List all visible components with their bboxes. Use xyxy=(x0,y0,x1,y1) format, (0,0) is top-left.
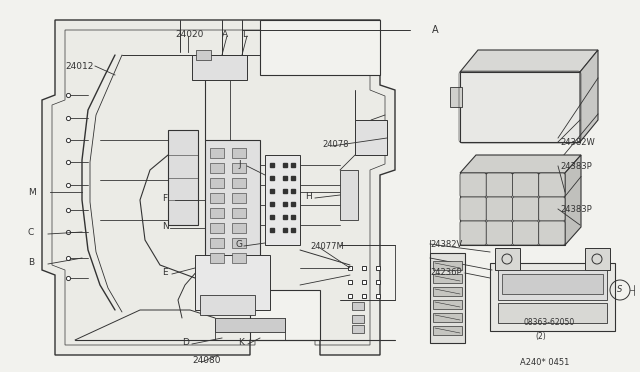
Polygon shape xyxy=(460,155,581,173)
Polygon shape xyxy=(580,50,598,142)
Text: A: A xyxy=(222,30,228,39)
Text: G: G xyxy=(236,240,243,249)
Bar xyxy=(215,318,285,332)
Bar xyxy=(585,248,610,270)
Bar xyxy=(210,148,224,158)
Polygon shape xyxy=(260,20,380,75)
Bar xyxy=(210,193,224,203)
FancyBboxPatch shape xyxy=(513,173,539,197)
Text: E: E xyxy=(162,268,168,277)
Bar xyxy=(498,303,607,323)
Bar xyxy=(355,120,387,155)
Bar xyxy=(232,148,246,158)
FancyBboxPatch shape xyxy=(539,197,565,221)
Bar xyxy=(433,300,462,309)
Text: K: K xyxy=(238,338,244,347)
Polygon shape xyxy=(565,155,581,245)
FancyBboxPatch shape xyxy=(539,221,565,245)
FancyBboxPatch shape xyxy=(460,221,486,245)
Bar xyxy=(502,274,603,294)
FancyBboxPatch shape xyxy=(539,173,565,197)
Bar xyxy=(210,238,224,248)
Text: 24383P: 24383P xyxy=(560,162,592,171)
Bar xyxy=(490,263,615,331)
Text: (2): (2) xyxy=(535,332,546,341)
Bar xyxy=(450,87,462,107)
Text: B: B xyxy=(28,258,34,267)
FancyBboxPatch shape xyxy=(460,197,486,221)
Bar xyxy=(232,238,246,248)
Text: A: A xyxy=(432,25,438,35)
Text: L: L xyxy=(242,30,247,39)
Bar xyxy=(433,261,462,270)
Bar xyxy=(200,295,255,315)
Text: 24020: 24020 xyxy=(175,30,204,39)
Bar xyxy=(196,50,211,60)
Text: 24077M: 24077M xyxy=(310,242,344,251)
Bar xyxy=(232,253,246,263)
Text: 24012: 24012 xyxy=(65,62,93,71)
Text: N: N xyxy=(162,222,169,231)
Text: 24078: 24078 xyxy=(322,140,349,149)
Text: F: F xyxy=(162,194,167,203)
Bar xyxy=(232,163,246,173)
Polygon shape xyxy=(250,290,320,340)
Bar xyxy=(168,130,198,225)
Bar xyxy=(352,315,364,323)
FancyBboxPatch shape xyxy=(513,221,539,245)
Bar xyxy=(210,223,224,233)
FancyBboxPatch shape xyxy=(486,173,513,197)
Bar xyxy=(460,72,580,142)
Text: 24383P: 24383P xyxy=(560,205,592,214)
Polygon shape xyxy=(460,50,598,72)
Bar xyxy=(433,287,462,296)
Polygon shape xyxy=(42,20,395,355)
Text: 24236P: 24236P xyxy=(430,268,461,277)
Text: 24382W: 24382W xyxy=(560,138,595,147)
Bar xyxy=(195,255,270,310)
Bar xyxy=(433,326,462,335)
Bar xyxy=(495,248,520,270)
Bar xyxy=(210,163,224,173)
Bar xyxy=(430,253,465,343)
Text: H: H xyxy=(305,192,312,201)
Bar xyxy=(265,155,300,245)
Text: A240* 0451: A240* 0451 xyxy=(520,358,570,367)
Bar xyxy=(460,173,565,245)
Bar xyxy=(232,178,246,188)
FancyBboxPatch shape xyxy=(460,173,486,197)
Bar xyxy=(352,325,364,333)
Text: 24080: 24080 xyxy=(192,356,221,365)
Bar xyxy=(210,178,224,188)
Bar xyxy=(340,170,358,220)
Bar xyxy=(232,223,246,233)
Bar xyxy=(352,302,364,310)
Text: 24382V: 24382V xyxy=(430,240,462,249)
Bar xyxy=(433,313,462,322)
FancyBboxPatch shape xyxy=(513,197,539,221)
Text: D: D xyxy=(182,338,189,347)
Bar xyxy=(232,193,246,203)
FancyBboxPatch shape xyxy=(486,197,513,221)
Bar xyxy=(498,270,607,300)
Text: C: C xyxy=(28,228,35,237)
Bar xyxy=(232,208,246,218)
Bar xyxy=(210,253,224,263)
Text: 08363-62050: 08363-62050 xyxy=(524,318,575,327)
Bar xyxy=(205,140,260,270)
Bar xyxy=(433,274,462,283)
FancyBboxPatch shape xyxy=(486,221,513,245)
Bar xyxy=(210,208,224,218)
Text: M: M xyxy=(28,188,36,197)
Bar xyxy=(192,55,247,80)
Text: S: S xyxy=(618,285,623,295)
Text: J: J xyxy=(238,160,241,169)
